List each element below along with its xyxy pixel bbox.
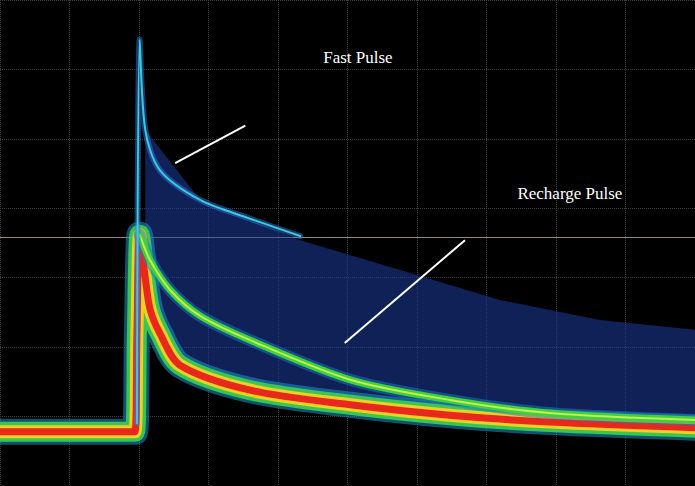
svg-text:Fast Pulse: Fast Pulse (323, 48, 392, 67)
svg-text:Recharge Pulse: Recharge Pulse (517, 184, 622, 203)
